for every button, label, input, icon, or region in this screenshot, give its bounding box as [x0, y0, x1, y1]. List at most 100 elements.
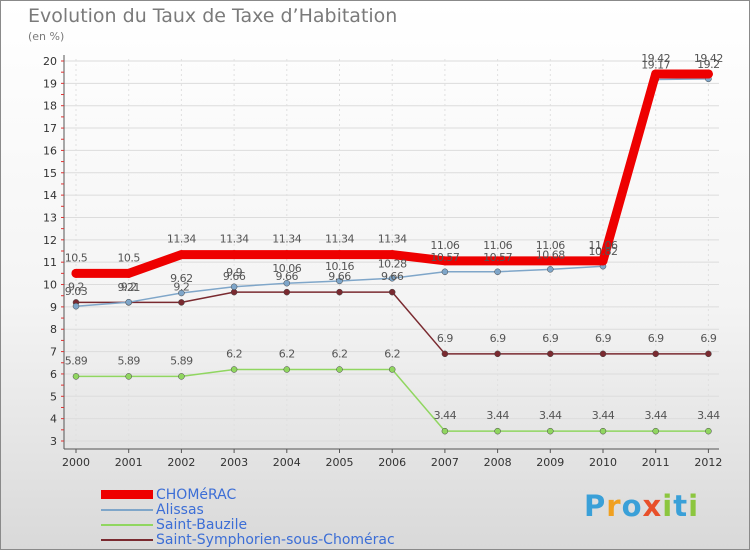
- y-tick-label: 12: [43, 234, 57, 247]
- data-point: [178, 299, 185, 306]
- data-label: 3.44: [592, 409, 615, 422]
- data-point: [705, 427, 712, 435]
- data-label: 10.28: [378, 257, 407, 270]
- data-label: 11.06: [430, 239, 459, 252]
- x-tick-label: 2004: [273, 456, 301, 469]
- y-tick-label: 18: [43, 100, 57, 113]
- data-point: [388, 366, 396, 373]
- data-label: 9.21: [117, 281, 140, 294]
- data-point: [230, 283, 238, 291]
- data-label: 6.2: [226, 347, 242, 360]
- legend-label: CHOMéRAC: [156, 486, 237, 503]
- y-tick-label: 9: [50, 301, 57, 314]
- y-tick-label: 14: [43, 189, 57, 202]
- data-point: [652, 427, 659, 435]
- data-label: 5.89: [170, 354, 193, 367]
- data-point: [178, 289, 185, 297]
- data-point: [125, 298, 132, 306]
- data-label: 9.66: [223, 270, 246, 283]
- x-tick-label: 2003: [220, 456, 248, 469]
- data-label: 3.44: [486, 409, 509, 422]
- y-tick-label: 19: [43, 77, 57, 90]
- data-label: 10.5: [117, 251, 140, 264]
- data-label: 10.57: [430, 251, 459, 264]
- y-tick-label: 3: [50, 435, 57, 448]
- legend-item: Saint-Bauzile: [101, 516, 395, 533]
- logo-letter: i: [688, 489, 700, 523]
- data-label: 6.9: [648, 332, 664, 345]
- data-point: [388, 275, 396, 282]
- y-tick-label: 7: [50, 346, 57, 359]
- x-tick-label: 2008: [484, 456, 512, 469]
- data-label: 9.9: [226, 266, 242, 279]
- data-point: [494, 268, 501, 276]
- data-point: [283, 279, 291, 287]
- data-point: [651, 69, 661, 79]
- x-tick-label: 2005: [326, 456, 354, 469]
- data-point: [703, 69, 713, 79]
- logo-letter: o: [621, 489, 643, 523]
- data-label: 11.34: [378, 233, 407, 246]
- data-point: [176, 250, 186, 260]
- data-point: [71, 268, 81, 278]
- data-label: 10.82: [589, 245, 618, 258]
- data-label: 19.17: [641, 59, 670, 72]
- data-label: 9.2: [173, 280, 189, 293]
- data-label: 6.2: [279, 347, 295, 360]
- data-point: [494, 350, 501, 358]
- data-label: 19.42: [641, 52, 670, 65]
- data-point: [547, 350, 554, 358]
- legend-item: CHOMéRAC: [101, 486, 395, 503]
- data-point: [230, 366, 238, 373]
- y-tick-label: 17: [43, 122, 57, 135]
- y-tick-label: 8: [50, 323, 57, 336]
- data-label: 3.44: [539, 409, 562, 422]
- data-label: 3.44: [644, 409, 667, 422]
- data-point: [547, 427, 554, 435]
- y-tick-label: 11: [43, 256, 57, 269]
- legend-label: Saint-Bauzile: [156, 516, 248, 533]
- logo-letter: x: [642, 489, 663, 523]
- logo-letter: P: [584, 489, 607, 523]
- data-point: [440, 256, 450, 266]
- data-label: 11.06: [589, 239, 618, 252]
- x-tick-label: 2011: [642, 456, 670, 469]
- data-labels: 10.5 10.5 11.34 11.34 11.34 11.34 11.34 11.06 11…: [65, 52, 724, 422]
- y-tick-label: 10: [43, 279, 57, 292]
- data-label: 3.44: [697, 409, 720, 422]
- data-label: 11.34: [325, 233, 354, 246]
- legend-label: Alissas: [156, 501, 204, 518]
- legend-swatch: [101, 538, 153, 541]
- data-label: 6.9: [542, 332, 558, 345]
- logo-letter: t: [673, 489, 689, 523]
- data-label: 10.06: [272, 262, 301, 275]
- axes: 3 4 5 6 7 8 9 10 11 12 13 14 15 16 17 18 19 20 2000 2001 200…: [43, 55, 722, 469]
- y-tick-label: 20: [43, 55, 57, 68]
- x-tick-label: 2001: [115, 456, 143, 469]
- x-tick-label: 2000: [62, 456, 90, 469]
- y-tick-label: 16: [43, 144, 57, 157]
- data-point: [599, 350, 607, 358]
- data-label: 9.66: [381, 270, 404, 283]
- data-point: [336, 366, 343, 373]
- data-point: [441, 350, 449, 358]
- data-label: 5.89: [65, 354, 88, 367]
- data-label: 6.9: [700, 332, 716, 345]
- data-point: [230, 288, 238, 296]
- chart-unit: (en %): [28, 30, 65, 43]
- data-label: 6.9: [437, 332, 453, 345]
- data-point: [599, 427, 607, 435]
- series-lines: [71, 69, 713, 435]
- x-tick-label: 2012: [694, 456, 722, 469]
- y-tick-label: 15: [43, 167, 57, 180]
- data-point: [547, 266, 554, 273]
- data-point: [72, 373, 80, 380]
- legend-swatch: [101, 523, 153, 526]
- data-point: [387, 250, 397, 260]
- proxiti-logo: Proxiti: [584, 489, 699, 523]
- data-label: 6.2: [384, 347, 400, 360]
- data-point: [336, 288, 343, 296]
- data-label: 9.66: [328, 270, 351, 283]
